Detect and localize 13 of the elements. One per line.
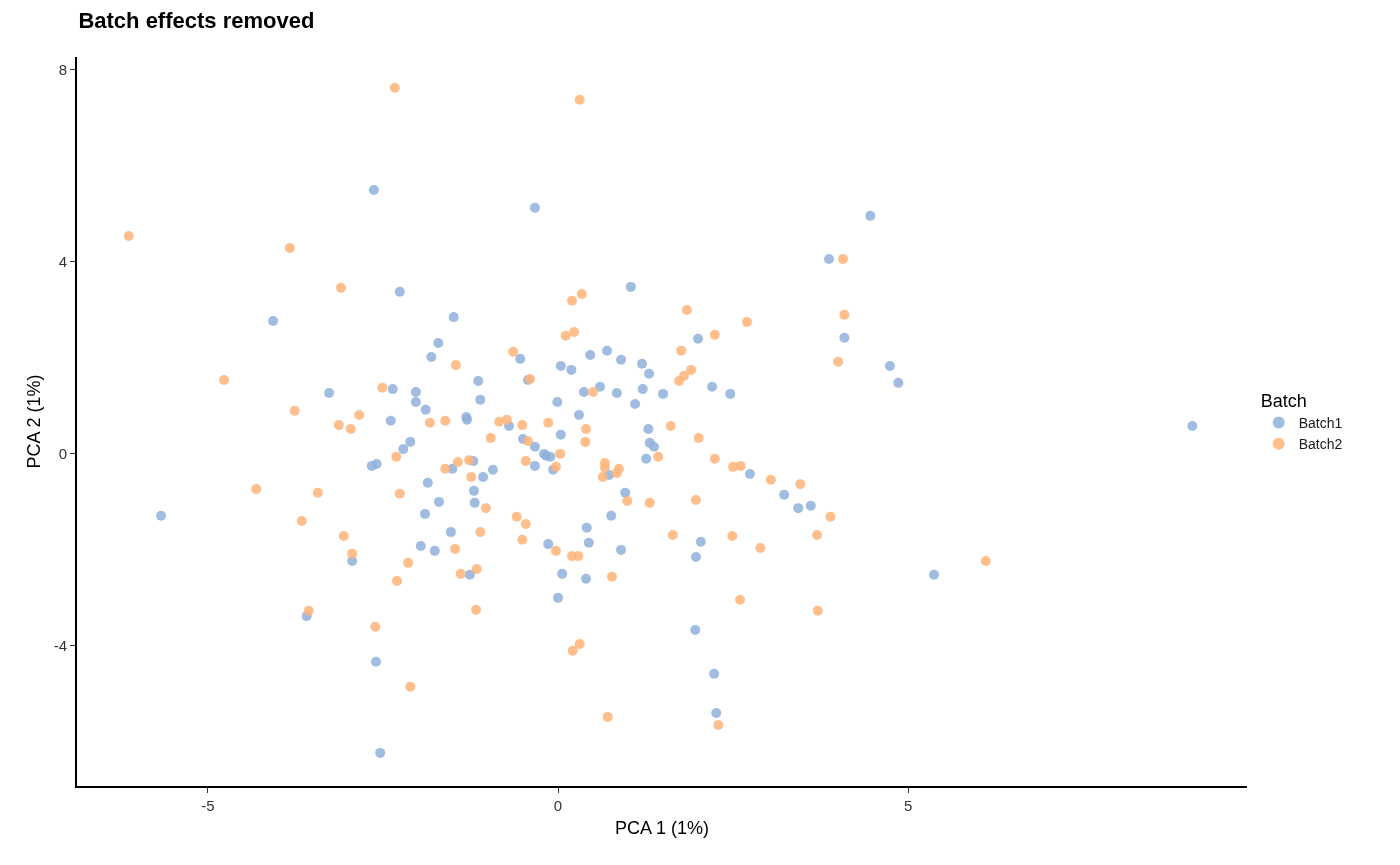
x-axis-title: PCA 1 (1%) <box>614 817 710 838</box>
y-tick-label: 4 <box>58 253 67 271</box>
legend-label: Batch1 <box>1298 414 1343 431</box>
y-tick-label: 0 <box>58 445 67 463</box>
x-tick-label: -5 <box>201 797 215 814</box>
y-axis-title: PCA 2 (1%) <box>24 374 45 469</box>
legend-title: Batch <box>1260 390 1307 411</box>
y-tick-label: 8 <box>58 61 67 79</box>
y-tick-label: -4 <box>53 637 67 655</box>
x-tick-label: 0 <box>553 797 563 814</box>
chart-title: Batch effects removed <box>78 8 315 34</box>
x-tick-label: 5 <box>903 797 913 814</box>
legend-label: Batch2 <box>1298 436 1343 453</box>
